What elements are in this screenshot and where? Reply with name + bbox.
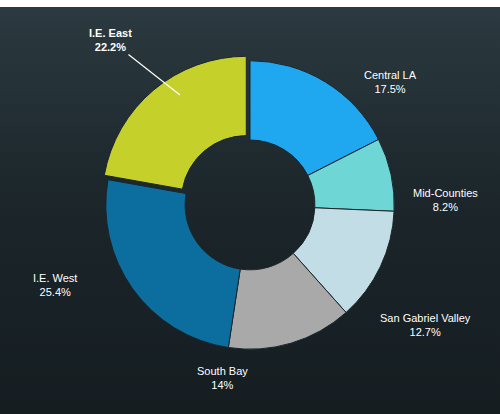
svg-text:I.E. East22.2%: I.E. East22.2%: [89, 27, 132, 53]
svg-text:Mid-Counties8.2%: Mid-Counties8.2%: [413, 187, 478, 213]
svg-text:South Bay14%: South Bay14%: [197, 365, 248, 391]
svg-text:Central LA17.5%: Central LA17.5%: [364, 69, 417, 95]
svg-text:San Gabriel Valley12.7%: San Gabriel Valley12.7%: [380, 312, 471, 338]
svg-text:I.E. West25.4%: I.E. West25.4%: [33, 272, 77, 298]
